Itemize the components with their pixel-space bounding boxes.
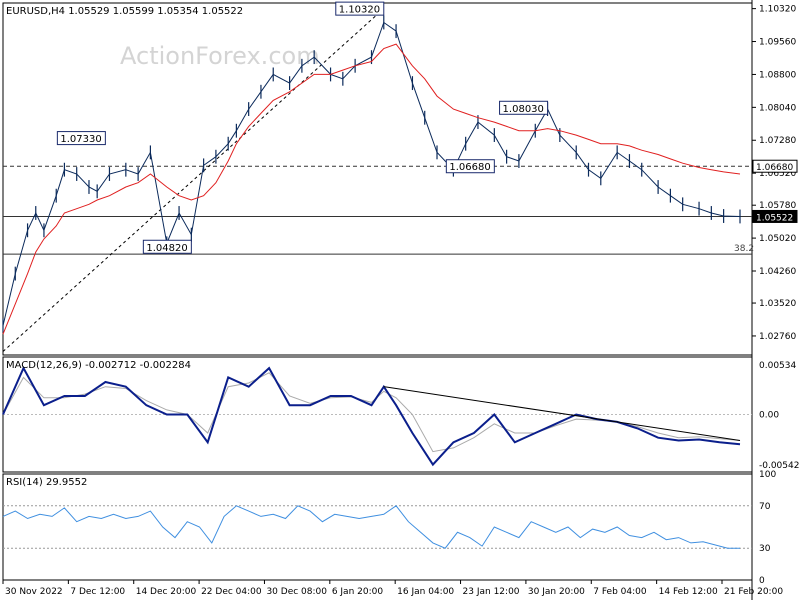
- x-tick-label: 22 Dec 04:00: [201, 587, 262, 597]
- macd-title: MACD(12,26,9) -0.002712 -0.002284: [6, 360, 191, 371]
- x-tick-label: 30 Jan 20:00: [528, 587, 585, 597]
- ma-line: [2, 43, 741, 335]
- annotation-box: [499, 100, 549, 115]
- price-tag-box: [752, 209, 798, 223]
- price-tag: 1.05522: [756, 213, 793, 223]
- y-tick-label: 1.06520: [759, 169, 796, 179]
- y-tick-label: 1.09560: [759, 38, 796, 48]
- annotation-label: 1.07330: [60, 134, 101, 145]
- y-tick-label: 1.05020: [759, 234, 796, 244]
- macd-line: [2, 365, 741, 467]
- annotation-box: [56, 131, 106, 146]
- y-tick-label: 1.04260: [759, 267, 796, 277]
- price-line: [2, 21, 741, 326]
- y-tick-label: 1.02760: [759, 332, 796, 342]
- annotation-box: [445, 159, 495, 174]
- rsi-y-tick-label: 30: [759, 544, 771, 554]
- rsi-panel-frame: [2, 473, 753, 581]
- chart-title: EURUSD,H4 1.05529 1.05599 1.05354 1.0552…: [6, 6, 243, 17]
- annotation-label: 1.06680: [449, 162, 490, 173]
- macd-y-tick-label: -0.005421: [759, 461, 800, 471]
- annotation-label: 1.10320: [339, 5, 380, 16]
- macd-y-tick-label: 0.00: [759, 411, 779, 421]
- x-tick-label: 14 Feb 12:00: [659, 587, 718, 597]
- y-tick-label: 1.07280: [759, 136, 796, 146]
- price-tag: 1.06680: [756, 163, 793, 173]
- y-tick-label: 1.03520: [759, 299, 796, 309]
- x-tick-label: 23 Jan 12:00: [463, 587, 520, 597]
- x-tick-label: 30 Dec 08:00: [266, 587, 327, 597]
- x-tick-label: 16 Jan 04:00: [397, 587, 454, 597]
- price-trendline: [2, 8, 385, 352]
- y-tick-label: 1.08800: [759, 70, 796, 80]
- x-tick-label: 21 Feb 20:00: [724, 587, 783, 597]
- x-tick-label: 7 Feb 04:00: [593, 587, 647, 597]
- x-tick-label: 30 Nov 2022: [5, 587, 63, 597]
- rsi-y-tick-label: 70: [759, 502, 771, 512]
- rsi-y-tick-label: 0: [759, 576, 765, 586]
- annotation-box: [335, 1, 385, 16]
- x-tick-label: 6 Jan 20:00: [332, 587, 384, 597]
- annotation-label: 1.04820: [146, 243, 187, 254]
- price-tag-box: [752, 159, 798, 173]
- annotation-label: 1.08030: [503, 104, 544, 115]
- rsi-line: [2, 505, 740, 549]
- x-tick-label: 7 Dec 12:00: [70, 587, 125, 597]
- rsi-title: RSI(14) 29.9552: [6, 477, 87, 488]
- macd-trendline: [383, 386, 741, 441]
- x-tick-label: 14 Dec 20:00: [136, 587, 197, 597]
- annotation-box: [142, 239, 192, 254]
- rsi-y-tick-label: 100: [759, 470, 776, 480]
- y-tick-label: 1.10320: [759, 5, 796, 15]
- fib-label: 38.2: [734, 244, 754, 254]
- y-tick-label: 1.05780: [759, 201, 796, 211]
- watermark: ActionForex.com: [120, 42, 320, 70]
- macd-y-tick-label: 0.00534: [759, 361, 796, 371]
- y-tick-label: 1.08040: [759, 103, 796, 113]
